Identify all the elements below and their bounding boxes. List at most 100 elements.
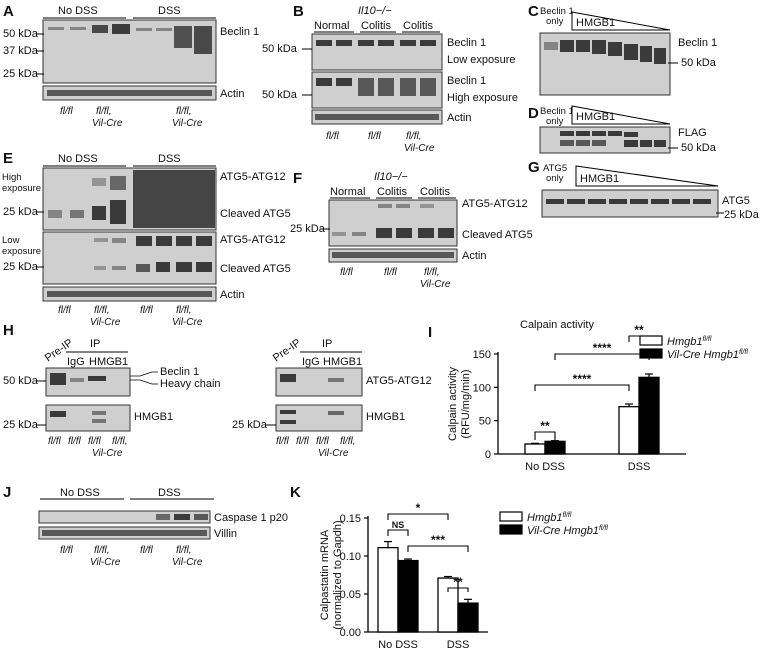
blot-beclin1-low	[311, 33, 443, 71]
label-atg5-g: ATG5	[722, 195, 750, 207]
chart-i-ylabel-1: Calpain activity	[447, 367, 459, 441]
chart-k-ytick-label: 0.00	[340, 627, 361, 639]
marker-50-h: 50 kDa	[3, 375, 39, 387]
marker-25-f: 25 kDa	[290, 223, 326, 235]
marker-25-e2: 25 kDa	[3, 261, 39, 273]
geno-b-1: fl/fl	[326, 131, 340, 142]
blot-atg5-f	[328, 199, 458, 247]
chart-k-ytick-label: 0.05	[340, 589, 361, 601]
panel-letter-k: K	[290, 484, 301, 501]
geno-a-1: fl/fl	[60, 106, 74, 117]
title-il10-b: Il10−/−	[358, 5, 392, 17]
chart-i-ytick-label: 0	[485, 449, 491, 461]
panel-f: F Il10−/− Normal Colitis Colitis 25 kDa …	[290, 170, 533, 290]
chart-i-xtick-label: DSS	[628, 461, 651, 473]
geno-h-2: fl/fl	[68, 436, 82, 447]
geno-e-3: Vil-Cre	[90, 317, 121, 328]
marker-50-a: 50 kDa	[3, 28, 39, 40]
tri-label-d: HMGB1	[576, 111, 615, 123]
panel-letter-c: C	[528, 3, 539, 20]
label-heavychain-h: Heavy chain	[160, 378, 221, 390]
label-cleaved-e1: Cleaved ATG5	[220, 208, 291, 220]
chart-i-sig-label: **	[540, 419, 550, 433]
chart-i-sig-label: ****	[573, 372, 592, 386]
chart-k-sig-label: NS	[392, 520, 405, 530]
panel-d: D Beclin 1 only HMGB1 FLAG 50 kDa	[528, 105, 717, 154]
hmgb1-gradient-triangle-g	[575, 165, 719, 187]
geno-h-4: fl/fl,	[112, 436, 128, 447]
panel-letter-a: A	[3, 3, 14, 20]
chart-i-ytick-label: 150	[473, 349, 491, 361]
geno-h-1: fl/fl	[48, 436, 62, 447]
legend-label-i-1: Hmgb1fl/fl	[667, 336, 712, 348]
chart-k-sig-label: *	[416, 501, 421, 515]
geno-f-1: fl/fl	[340, 267, 354, 278]
beclin1-bands	[48, 24, 212, 54]
chart-k-sig-label: **	[453, 575, 463, 589]
panel-b: B Il10−/− Normal Colitis Colitis 50 kDa	[262, 3, 518, 154]
geno-f-4: Vil-Cre	[420, 279, 451, 290]
chart-i-sig-bracket	[534, 431, 556, 440]
tri-label-c: HMGB1	[576, 17, 615, 29]
geno-b-3: fl/fl,	[406, 131, 422, 142]
geno-a-2: fl/fl,	[96, 106, 112, 117]
panel-letter-b: B	[293, 3, 304, 20]
geno-j-1: fl/fl	[60, 545, 74, 556]
only-c-2: only	[546, 16, 564, 27]
only-g-1: ATG5	[543, 163, 567, 174]
label-beclin1-h: Beclin 1	[160, 366, 199, 378]
cond-dss-e: DSS	[158, 153, 181, 165]
marker-25-e1: 25 kDa	[3, 206, 39, 218]
geno-h-5: Vil-Cre	[92, 448, 123, 459]
geno-e-6: Vil-Cre	[172, 317, 203, 328]
chart-i-title: Calpain activity	[520, 319, 594, 331]
panel-letter-e: E	[3, 150, 13, 167]
tri-label-g: HMGB1	[580, 173, 619, 185]
chart-i-bar	[618, 406, 640, 455]
panel-k: K Calpastatin mRNA (normalized to Gapdh)…	[290, 484, 608, 651]
label-atg5atg12-e1: ATG5-ATG12	[220, 171, 286, 183]
chart-i-xtick-label: No DSS	[525, 461, 565, 473]
legend-swatch-i-1	[639, 335, 663, 346]
chart-i-ylabel-2: (RFU/mg/min)	[460, 369, 472, 438]
geno-b-2: fl/fl	[368, 131, 382, 142]
marker-50-b1: 50 kDa	[262, 43, 298, 55]
exp-low-1: Low	[2, 235, 20, 246]
panel-e: E No DSS DSS	[2, 150, 291, 328]
legend-label-k-1: Hmgb1fl/fl	[527, 512, 572, 524]
panel-letter-i: I	[428, 324, 432, 341]
exp-low-2: exposure	[2, 246, 41, 257]
lane-colitis-f1: Colitis	[377, 186, 407, 198]
panel-c: C Beclin 1 only HMGB1 Beclin 1 50 kDa	[528, 3, 717, 96]
exp-high-1: High	[2, 172, 22, 183]
hmgb1-gradient-triangle-c	[571, 11, 671, 31]
geno-j-3: Vil-Cre	[90, 557, 121, 568]
ip-h1: IP	[90, 338, 100, 350]
chart-k-legend: Hmgb1fl/fl Vil-Cre Hmgb1fl/fl	[499, 511, 608, 537]
legend-label-k-2: Vil-Cre Hmgb1fl/fl	[527, 525, 608, 537]
geno-e-2: fl/fl,	[94, 305, 110, 316]
marker-50-c: 50 kDa	[681, 57, 717, 69]
label-actin-a: Actin	[220, 88, 244, 100]
geno-h2-4: fl/fl,	[340, 436, 356, 447]
panel-a: A No DSS DSS 50 kDa 37 kDa 25 kDa Beclin…	[3, 3, 259, 129]
only-d-2: only	[546, 116, 564, 127]
panel-letter-d: D	[528, 105, 539, 122]
label-actin-b: Actin	[447, 112, 471, 124]
geno-e-1: fl/fl	[58, 305, 72, 316]
marker-25-h2: 25 kDa	[232, 419, 268, 431]
only-g-2: only	[546, 173, 564, 184]
label-flag-d: FLAG	[678, 127, 707, 139]
label-villin-j: Villin	[214, 528, 237, 540]
chart-k-sig-bracket	[387, 529, 409, 536]
marker-37-a: 37 kDa	[3, 45, 39, 57]
panel-letter-h: H	[3, 322, 14, 339]
cond-no-dss-e: No DSS	[58, 153, 98, 165]
panel-i: I Calpain activity Calpain activity (RFU…	[428, 319, 748, 473]
label-lowexp-b: Low exposure	[447, 54, 516, 66]
only-d-1: Beclin 1	[540, 106, 574, 117]
marker-25-a: 25 kDa	[3, 68, 39, 80]
exp-high-2: exposure	[2, 183, 41, 194]
hmgb1-gradient-triangle-d	[571, 105, 671, 125]
